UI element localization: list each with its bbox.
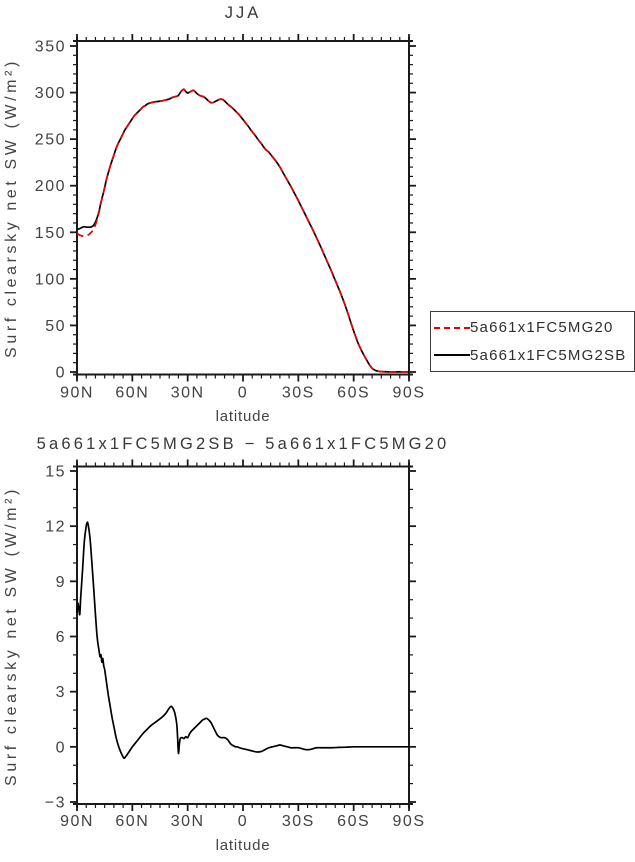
bottom-chart-x-tick-label: 30N (171, 813, 205, 830)
top-chart-frame (73, 37, 413, 379)
top-chart-y-tick-label: 150 (35, 225, 66, 242)
bottom-chart-y-tick-label: 0 (56, 739, 66, 756)
bottom-chart-y-tick-label: −3 (45, 795, 66, 812)
legend-label-mg20: 5a661x1FC5MG20 (470, 319, 614, 337)
top-chart-x-tick-label: 60N (115, 385, 149, 402)
top-chart-y-tick-label: 350 (35, 39, 66, 56)
top-chart-x-tick-label: 0 (238, 385, 248, 402)
top-chart-y-tick-label: 100 (35, 271, 66, 288)
top-chart-x-tick-label: 30S (282, 385, 315, 402)
bottom-chart-x-tick-label: 0 (238, 813, 248, 830)
bottom-chart-x-tick-label: 30S (282, 813, 315, 830)
legend-entry-mg2sb: 5a661x1FC5MG2SB (434, 347, 633, 364)
red-dashed-line-sample (434, 326, 470, 329)
top-chart: 90N 60N 30N 0 30S 60S 90S 0 50 100 150 200 250 300 350 (35, 34, 426, 402)
bottom-chart: 90N 60N 30N 0 30S 60S 90S −3 0 3 6 9 12 15 (45, 459, 426, 830)
top-chart-x-tick-label: 60S (337, 385, 370, 402)
bottom-chart-x-tick-label: 60S (337, 813, 370, 830)
black-solid-line-sample (434, 354, 470, 357)
bottom-chart-title: 5a661x1FC5MG2SB − 5a661x1FC5MG20 (36, 435, 450, 453)
top-chart-x-tick-label: 30N (171, 385, 205, 402)
bottom-chart-x-tick-label: 90S (393, 813, 426, 830)
top-chart-y-tick-label: 0 (56, 365, 66, 382)
top-chart-y-tick-label: 250 (35, 132, 66, 149)
bottom-chart-x-axis-label: latitude (215, 837, 271, 854)
bottom-chart-ticks (70, 459, 416, 811)
legend-box: 5a661x1FC5MG20 5a661x1FC5MG2SB (430, 311, 635, 372)
top-chart-y-axis-label: Surf clearsky net SW (W/m²) (3, 58, 20, 358)
top-chart-x-axis-label: latitude (215, 408, 271, 425)
bottom-chart-y-tick-label: 15 (45, 464, 66, 481)
bottom-chart-y-tick-label: 12 (45, 519, 66, 536)
series-difference-5a661x1fc5mg2sb-5a661x1fc5mg20- (76, 521, 409, 760)
legend-label-mg2sb: 5a661x1FC5MG2SB (470, 346, 627, 364)
top-chart-y-tick-label: 50 (45, 318, 66, 335)
series-5a661x1fc5mg20 (76, 88, 409, 373)
top-chart-title: JJA (224, 4, 262, 22)
bottom-chart-y-tick-label: 3 (56, 684, 66, 701)
bottom-chart-y-axis-label: Surf clearsky net SW (W/m²) (3, 486, 20, 786)
bottom-chart-x-tick-label: 60N (115, 813, 149, 830)
series-5a661x1fc5mg2sb (76, 88, 409, 373)
bottom-chart-y-tick-label: 6 (56, 629, 66, 646)
top-chart-x-tick-label: 90N (60, 385, 94, 402)
legend-entry-mg20: 5a661x1FC5MG20 (434, 319, 633, 336)
top-chart-y-tick-label: 200 (35, 178, 66, 195)
bottom-chart-x-tick-label: 90N (60, 813, 94, 830)
top-chart-ticks (70, 34, 416, 382)
top-chart-x-tick-label: 90S (393, 385, 426, 402)
bottom-chart-y-tick-label: 9 (56, 574, 66, 591)
top-chart-y-tick-label: 300 (35, 85, 66, 102)
bottom-chart-frame (73, 462, 413, 808)
